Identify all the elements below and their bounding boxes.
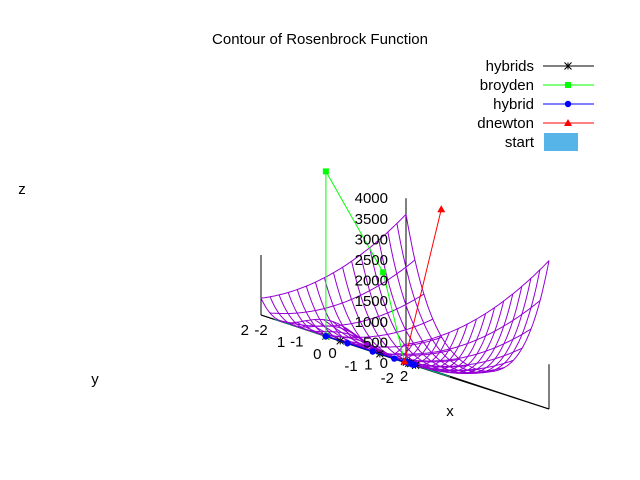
z-tick-label: 4000 <box>355 190 388 207</box>
z-tick-label: 0 <box>380 355 388 372</box>
legend-label: broyden <box>480 77 534 94</box>
chart-title: Contour of Rosenbrock Function <box>212 31 428 48</box>
x-tick-label: 0 <box>328 345 336 362</box>
legend-label: dnewton <box>477 115 534 132</box>
series-line-dnewton <box>404 209 442 362</box>
surface-mesh <box>260 213 550 374</box>
legend-label: start <box>505 134 535 151</box>
y-tick-label: 1 <box>277 334 285 351</box>
legend-marker <box>565 82 571 88</box>
legend-label: hybrids <box>486 58 534 75</box>
legend-item-dnewton: dnewton <box>477 115 594 132</box>
x-tick-label: -2 <box>254 322 267 339</box>
mesh-line-y <box>385 328 532 362</box>
legend-marker <box>564 100 572 108</box>
x-tick-label: 2 <box>400 368 408 385</box>
legend-item-hybrid: hybrid <box>493 96 594 113</box>
x-tick-label: 1 <box>364 357 372 374</box>
y-tick-label: 2 <box>241 322 249 339</box>
series-point-broyden <box>322 168 329 175</box>
series-point-hybrid <box>322 333 330 340</box>
x-axis-label: x <box>446 403 454 420</box>
legend-marker <box>564 119 572 126</box>
y-tick-label: -1 <box>344 358 357 375</box>
legend-item-broyden: broyden <box>480 77 594 94</box>
mesh-line-y <box>395 300 541 355</box>
z-tick-label: 1000 <box>355 314 388 331</box>
series-dnewton <box>400 205 446 365</box>
mesh-line-y <box>260 213 407 299</box>
z-tick-label: 2500 <box>355 252 388 269</box>
series-layer <box>321 168 446 370</box>
legend-item-start: start <box>505 133 578 151</box>
series-point-dnewton <box>400 357 409 365</box>
y-axis-label: y <box>91 371 99 388</box>
mesh-line-y <box>269 259 416 315</box>
z-tick-label: 3000 <box>355 231 388 248</box>
legend: hybrids broyden hybrid dnewton start <box>477 58 594 151</box>
series-point-broyden <box>380 269 387 276</box>
series-line-broyden <box>325 169 405 362</box>
legend-marker <box>564 62 572 70</box>
z-tick-label: 1500 <box>355 293 388 310</box>
y-tick-label: 0 <box>313 346 321 363</box>
series-point-hybrid <box>391 355 398 362</box>
mesh-line-y <box>403 260 550 345</box>
legend-label: hybrid <box>493 96 534 113</box>
z-tick-label: 2000 <box>355 273 388 290</box>
series-point-dnewton <box>437 205 446 213</box>
legend-item-hybrids: hybrids <box>486 58 594 75</box>
z-axis-label: z <box>18 181 26 198</box>
mesh-line-y <box>376 347 523 367</box>
z-tick-label: 3500 <box>355 211 388 228</box>
x-tick-label: -1 <box>290 334 303 351</box>
series-point-hybrid <box>369 348 376 355</box>
y-tick-label: -2 <box>381 370 394 387</box>
legend-swatch <box>544 133 578 151</box>
z-tick-label: 500 <box>363 334 388 351</box>
tick-labels: -2-1012-2-101240003500300025002000150010… <box>241 190 409 387</box>
mesh-line-y <box>359 337 505 374</box>
series-point-hybrid <box>344 340 351 347</box>
mesh-line-y <box>287 318 434 338</box>
